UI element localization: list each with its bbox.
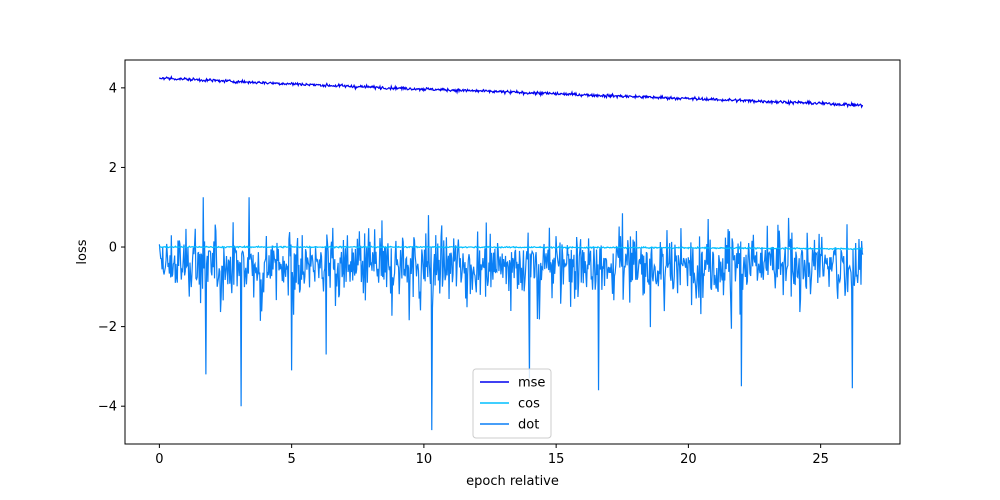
y-tick-label: 2 <box>109 161 117 176</box>
series-line-dot <box>158 197 864 431</box>
legend-label-cos: cos <box>518 397 540 412</box>
y-tick-label: 4 <box>109 81 117 96</box>
legend-label-dot: dot <box>518 418 539 433</box>
x-axis: 0 5 10 15 20 25 <box>155 444 829 467</box>
y-tick-label: −2 <box>98 320 117 335</box>
y-tick-label: 0 <box>109 241 117 256</box>
legend-box <box>472 368 552 439</box>
series-line-mse <box>158 75 864 109</box>
y-axis-label: loss <box>75 239 90 264</box>
x-tick-label: 0 <box>155 452 163 467</box>
y-axis: −4 −2 0 2 4 <box>98 81 125 415</box>
x-tick-label: 5 <box>287 452 295 467</box>
legend-label-mse: mse <box>518 376 545 391</box>
axes-frame <box>124 59 901 445</box>
legend: mse cos dot <box>472 368 552 439</box>
x-tick-label: 15 <box>548 452 565 467</box>
data-layer <box>158 75 864 431</box>
series-line-cos <box>159 245 864 251</box>
x-tick-label: 25 <box>812 452 829 467</box>
y-tick-label: −4 <box>98 400 117 415</box>
x-axis-label: epoch relative <box>466 474 559 489</box>
x-tick-label: 20 <box>680 452 697 467</box>
x-tick-label: 10 <box>416 452 433 467</box>
